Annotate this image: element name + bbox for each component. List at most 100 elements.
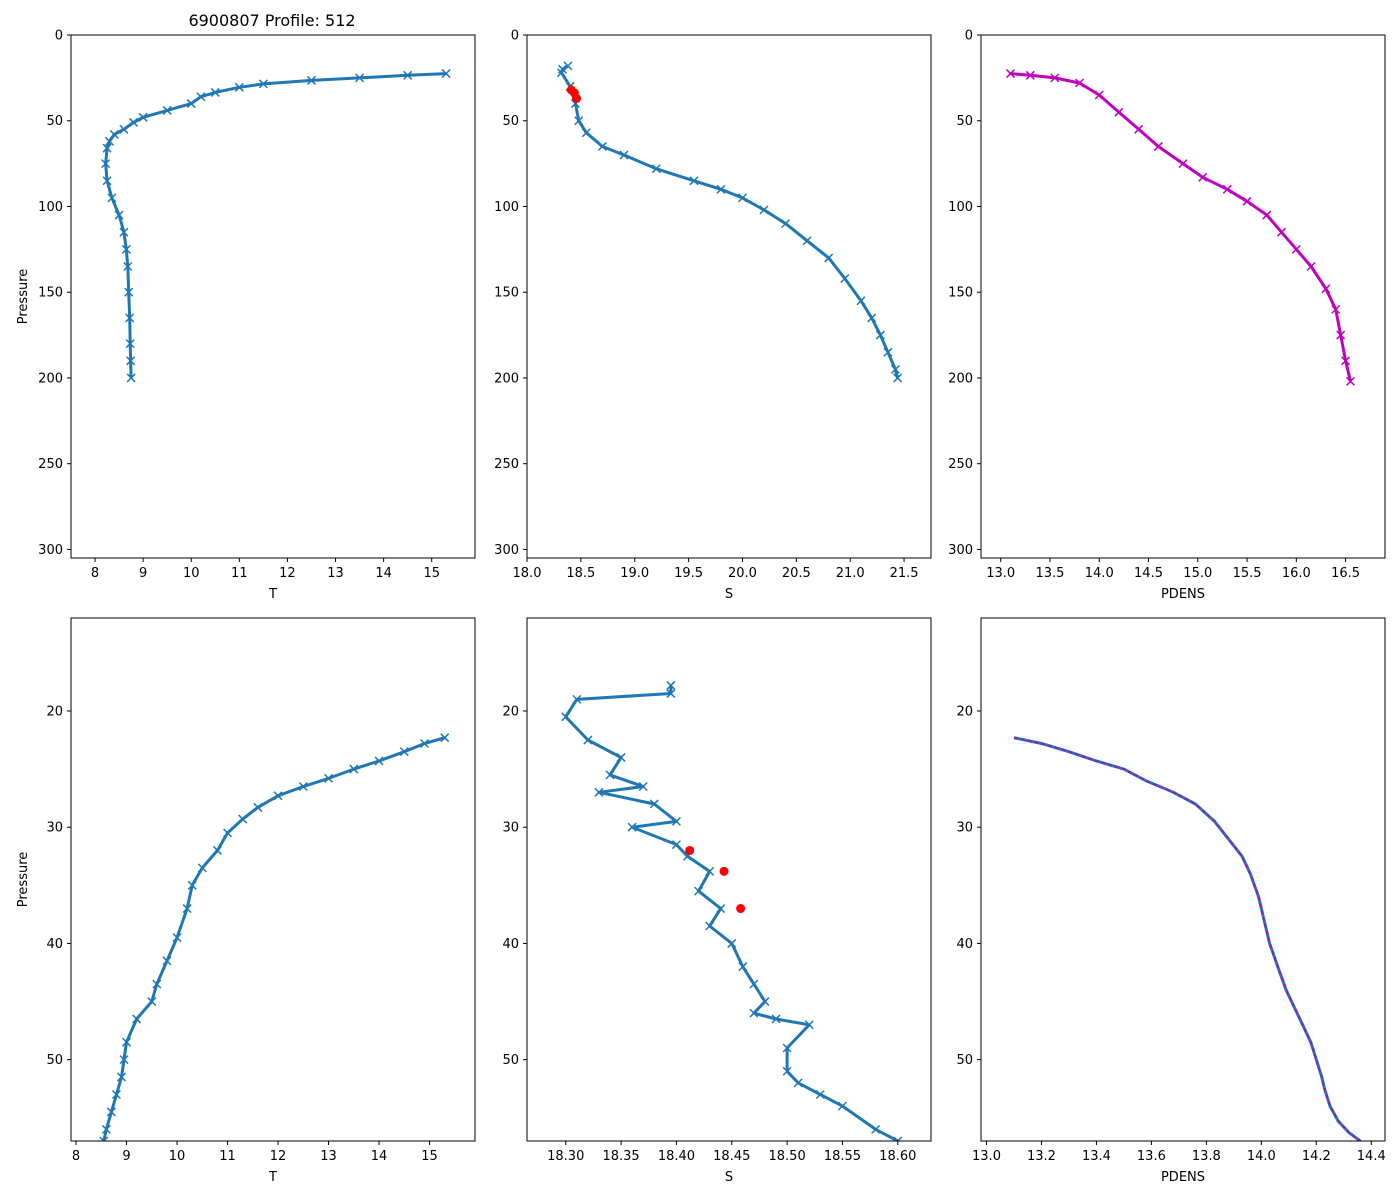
data-point	[815, 1089, 825, 1100]
x-axis-label: T	[268, 587, 277, 602]
data-point	[1114, 107, 1124, 117]
y-tick-label: 0	[511, 29, 519, 44]
y-tick-label: 50	[502, 114, 519, 129]
y-tick-label: 30	[956, 821, 973, 836]
x-tick-label: 14.0	[1085, 566, 1114, 581]
x-tick-label: 21.0	[836, 566, 865, 581]
data-point	[374, 756, 384, 766]
flagged-point	[736, 904, 746, 914]
data-point	[152, 979, 162, 989]
data-point	[1153, 141, 1163, 151]
data-point	[671, 840, 681, 850]
data-point	[210, 87, 220, 97]
x-tick-label: 18.30	[547, 1149, 584, 1164]
x-axis-label: T	[268, 1170, 277, 1185]
data-point	[441, 69, 451, 79]
plot-area	[101, 69, 451, 383]
data-point	[419, 738, 430, 749]
data-point	[111, 1089, 121, 1100]
x-tick-label: 11	[219, 1149, 236, 1164]
series-line	[564, 685, 899, 1141]
data-point	[1178, 159, 1188, 169]
data-point	[649, 799, 659, 809]
data-point	[126, 373, 136, 383]
data-point	[597, 141, 607, 151]
x-tick-label: 18.35	[602, 1149, 639, 1164]
plot-area	[1013, 736, 1362, 1141]
flagged-point	[719, 866, 729, 876]
y-tick-label: 300	[948, 543, 973, 558]
x-tick-label: 18.45	[713, 1149, 750, 1164]
series-line	[560, 64, 900, 379]
y-tick-label: 150	[494, 286, 519, 301]
x-tick-label: 13.8	[1192, 1149, 1221, 1164]
x-tick-label: 13	[320, 1149, 337, 1164]
data-point	[1336, 330, 1346, 340]
series-line-under	[1013, 736, 1362, 1141]
x-tick-label: 8	[91, 566, 99, 581]
data-point	[594, 787, 604, 797]
data-point	[619, 150, 629, 160]
x-tick-label: 13.6	[1137, 1149, 1166, 1164]
data-point	[128, 117, 139, 127]
y-tick-label: 50	[46, 114, 63, 129]
data-point	[666, 680, 676, 690]
panel-bottom-temperature: 8 9 10 11 12 13 14 15 20 30 40 50 T Pressure	[16, 617, 476, 1185]
y-tick-label: 50	[46, 1053, 63, 1068]
x-tick-label: 13.5	[1035, 566, 1064, 581]
data-point	[102, 143, 112, 153]
y-tick-label: 100	[38, 200, 63, 215]
x-tick-label: 13.4	[1082, 1149, 1111, 1164]
y-tick-label: 40	[502, 937, 519, 952]
y-tick-label: 0	[55, 29, 63, 44]
y-tick-label: 250	[38, 457, 63, 472]
data-point	[749, 979, 759, 989]
y-tick-label: 50	[502, 1053, 519, 1068]
data-point	[298, 781, 308, 792]
x-tick-label: 20.5	[782, 566, 811, 581]
x-tick-label: 11	[231, 566, 248, 581]
y-axis-label: Pressure	[16, 852, 31, 908]
data-point	[890, 364, 900, 374]
y-tick-label: 200	[948, 371, 973, 386]
y-tick-label: 100	[948, 200, 973, 215]
data-point	[116, 1072, 127, 1082]
data-point	[782, 1043, 792, 1053]
x-tick-label: 10	[183, 566, 200, 581]
data-point	[1242, 196, 1252, 206]
data-point	[106, 1107, 116, 1117]
data-point	[1025, 70, 1035, 80]
data-point	[102, 176, 112, 186]
data-point	[689, 176, 699, 186]
y-tick-label: 0	[965, 29, 973, 44]
y-tick-label: 200	[494, 371, 519, 386]
figure-title: 6900807 Profile: 512	[188, 11, 355, 30]
data-point	[804, 1020, 814, 1030]
data-point	[1198, 172, 1208, 182]
data-point	[1222, 184, 1232, 194]
y-tick-label: 20	[502, 704, 519, 719]
data-point	[253, 802, 263, 812]
x-tick-label: 18.60	[879, 1149, 916, 1164]
data-point	[583, 735, 593, 745]
data-point	[1321, 284, 1331, 294]
y-tick-label: 40	[46, 937, 63, 952]
data-point	[109, 129, 119, 139]
data-point	[1291, 244, 1301, 254]
x-tick-label: 14	[371, 1149, 388, 1164]
data-point	[119, 1055, 129, 1065]
data-point	[737, 193, 747, 203]
data-point	[355, 73, 365, 83]
series-line	[1010, 72, 1352, 382]
x-tick-label: 19.5	[674, 566, 703, 581]
data-point	[638, 781, 648, 792]
data-point	[893, 373, 903, 383]
data-point	[716, 904, 726, 914]
data-point	[793, 1078, 803, 1088]
x-tick-label: 9	[122, 1149, 130, 1164]
series-line	[102, 736, 446, 1141]
data-point	[671, 816, 681, 826]
data-point	[561, 712, 571, 722]
data-point	[101, 1124, 111, 1134]
